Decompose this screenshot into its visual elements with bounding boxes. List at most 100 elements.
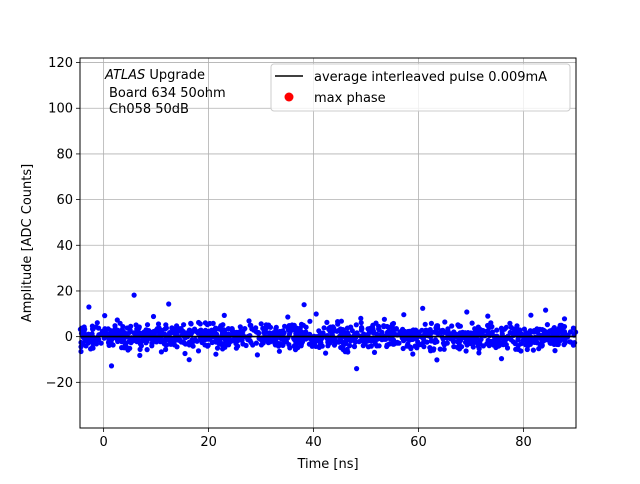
scatter-point — [292, 338, 298, 344]
scatter-point — [163, 322, 169, 328]
scatter-point — [212, 339, 218, 345]
scatter-point — [512, 341, 518, 347]
scatter-point — [530, 347, 537, 353]
scatter-point — [249, 326, 255, 332]
scatter-point — [552, 348, 558, 354]
scatter-point — [376, 343, 382, 349]
scatter-point — [335, 328, 341, 334]
scatter-point — [159, 327, 165, 333]
scatter-point — [260, 340, 266, 346]
scatter-point — [166, 301, 172, 307]
scatter-point — [276, 343, 282, 349]
scatter-point — [381, 324, 387, 330]
scatter-point — [372, 340, 378, 347]
scatter-point — [285, 326, 291, 332]
scatter-point — [420, 305, 426, 311]
scatter-point — [427, 327, 433, 333]
scatter-point — [462, 339, 469, 345]
scatter-point — [523, 342, 529, 348]
scatter-point — [360, 338, 366, 344]
scatter-point — [458, 337, 464, 344]
scatter-point — [174, 344, 180, 350]
y-axis-label: Amplitude [ADC Counts] — [20, 164, 35, 322]
scatter-point — [528, 312, 534, 318]
scatter-point — [449, 323, 455, 329]
scatter-point — [538, 341, 544, 347]
annotation: ATLAS Upgrade Board 634 50ohm Ch058 50dB — [104, 68, 226, 117]
scatter-point — [491, 337, 497, 343]
scatter-point — [401, 312, 407, 318]
scatter-point — [371, 349, 378, 355]
scatter-point — [301, 302, 307, 308]
scatter-point — [323, 350, 329, 356]
scatter-point — [151, 328, 157, 335]
plot-area — [80, 58, 576, 428]
scatter-point — [389, 324, 395, 330]
y-tick-label: 20 — [56, 284, 73, 299]
scatter-point — [303, 329, 309, 335]
scatter-point — [154, 326, 160, 332]
scatter-point — [182, 350, 188, 357]
annotation-line-3: Ch058 50dB — [109, 102, 189, 117]
scatter-point — [98, 340, 104, 346]
scatter-point — [460, 329, 466, 335]
scatter-point — [485, 339, 491, 345]
scatter-point — [536, 346, 542, 352]
x-axis-label: Time [ns] — [296, 457, 358, 472]
scatter-point — [204, 322, 210, 328]
annotation-upgrade: Upgrade — [145, 68, 205, 83]
legend-box — [270, 63, 571, 112]
scatter-point — [237, 328, 243, 335]
scatter-point — [112, 323, 118, 329]
scatter-point — [286, 331, 292, 338]
scatter-point — [120, 329, 126, 335]
scatter-point — [81, 331, 87, 337]
scatter-point — [176, 336, 182, 342]
scatter-point — [416, 333, 422, 339]
scatter-point — [441, 340, 447, 346]
scatter-point — [253, 329, 259, 335]
scatter-point — [158, 349, 164, 355]
scatter-point — [502, 338, 508, 344]
scatter-point — [310, 341, 316, 347]
scatter-point — [242, 326, 248, 332]
scatter-point — [213, 351, 219, 357]
y-tick-label: 120 — [48, 56, 73, 71]
scatter-point — [212, 325, 219, 331]
scatter-point — [273, 324, 279, 330]
scatter-point — [463, 348, 469, 354]
scatter-point — [421, 333, 427, 339]
scatter-point — [428, 320, 434, 326]
y-tick-label: 100 — [48, 102, 73, 117]
scatter-point — [422, 321, 428, 327]
scatter-point — [438, 329, 444, 335]
scatter-point — [413, 327, 419, 333]
scatter-point — [307, 318, 313, 324]
scatter-point — [561, 329, 568, 335]
scatter-point — [128, 323, 134, 329]
scatter-point — [195, 330, 201, 336]
scatter-point — [434, 357, 440, 363]
scatter-point — [498, 356, 505, 362]
scatter-point — [410, 351, 416, 357]
scatter-point — [78, 344, 84, 350]
scatter-point — [188, 321, 194, 327]
scatter-series — [77, 292, 579, 372]
scatter-point — [313, 311, 319, 317]
scatter-point — [469, 320, 475, 326]
scatter-point — [167, 330, 173, 336]
scatter-point — [383, 336, 389, 342]
scatter-point — [555, 331, 561, 337]
scatter-point — [233, 340, 239, 347]
scatter-point — [533, 335, 539, 341]
scatter-point — [494, 327, 500, 333]
y-tick-label: −20 — [46, 376, 73, 391]
scatter-point — [83, 343, 89, 349]
scatter-point — [521, 326, 528, 332]
scatter-point — [102, 328, 109, 334]
scatter-point — [108, 340, 114, 347]
scatter-point — [365, 326, 371, 332]
scatter-point — [352, 339, 358, 345]
x-axis-ticks: 0 20 40 60 80 — [99, 428, 532, 450]
scatter-point — [276, 348, 282, 354]
